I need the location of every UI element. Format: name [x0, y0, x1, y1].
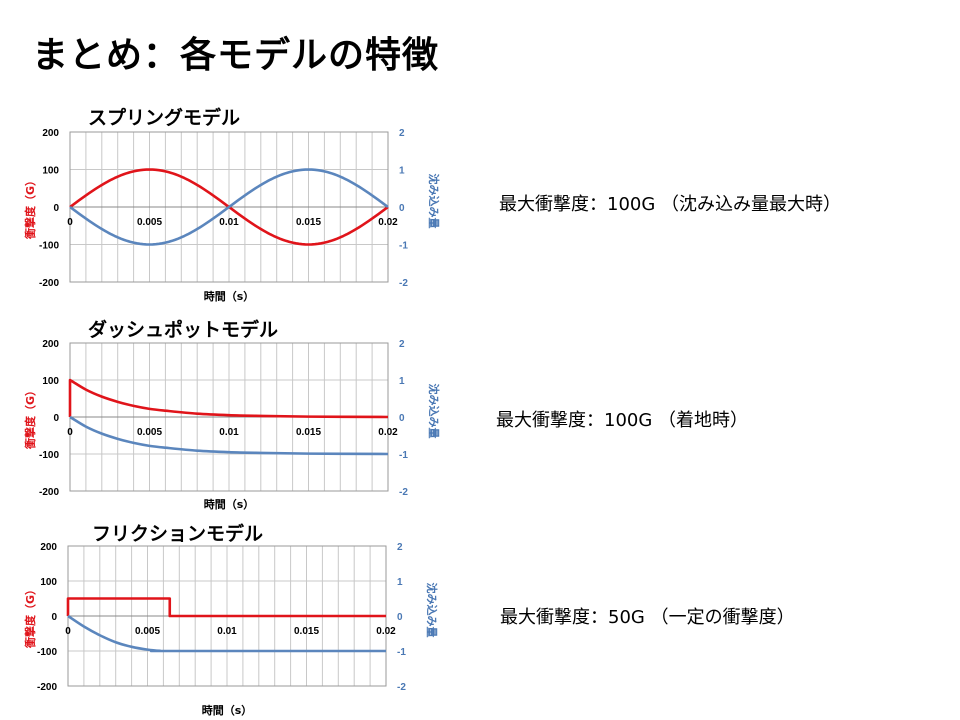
y-tick-label: 100: [42, 166, 59, 177]
y2-tick-label: 1: [397, 577, 403, 588]
y-tick-label: -200: [39, 278, 59, 289]
y2-axis-title: 沈み込み量: [425, 583, 439, 638]
y-axis-title: 衝撃度（G）: [23, 175, 37, 240]
y-tick-label: 100: [40, 577, 57, 588]
y-tick-label: 200: [40, 542, 57, 553]
y2-tick-label: -1: [397, 647, 406, 658]
y-tick-label: 200: [42, 339, 59, 350]
x-tick-label: 0.01: [217, 626, 237, 637]
y2-axis-title: 沈み込み量: [427, 174, 441, 229]
x-axis-title: 時間（s）: [204, 289, 255, 303]
chart-title-dashpot: ダッシュポットモデル: [88, 319, 279, 341]
y-tick-label: 200: [42, 128, 59, 139]
series-line-sink: [69, 168, 389, 246]
y2-axis-title: 沈み込み量: [427, 384, 441, 439]
x-axis-title: 時間（s）: [204, 497, 255, 511]
y-tick-label: -100: [37, 647, 57, 658]
y-axis-title: 衝撃度（G）: [23, 385, 37, 450]
x-tick-label: 0.02: [376, 626, 396, 637]
series-line-sink: [69, 415, 389, 456]
x-tick-label: 0: [67, 217, 73, 228]
x-tick-label: 0.005: [137, 427, 162, 438]
y-tick-label: 100: [42, 376, 59, 387]
y-tick-label: -100: [39, 450, 59, 461]
y2-tick-label: 1: [399, 376, 405, 387]
chart-title-spring: スプリングモデル: [88, 107, 241, 129]
x-axis-title: 時間（s）: [202, 703, 253, 717]
x-tick-label: 0.015: [296, 217, 321, 228]
y2-tick-label: 2: [399, 339, 405, 350]
y2-tick-label: -1: [399, 450, 408, 461]
x-tick-label: 0.02: [378, 217, 398, 228]
x-tick-label: 0: [65, 626, 71, 637]
summary-spring: 最大衝撃度：100G （沈み込み量最大時）: [499, 194, 842, 215]
series-line-impact: [66, 597, 386, 618]
y-tick-label: 0: [53, 203, 59, 214]
y2-tick-label: -2: [399, 278, 408, 289]
y-tick-label: -100: [39, 241, 59, 252]
y2-tick-label: 2: [399, 128, 405, 139]
x-tick-label: 0.01: [219, 217, 239, 228]
y2-tick-label: 2: [397, 542, 403, 553]
y2-tick-label: 0: [397, 612, 403, 623]
page-title: まとめ：各モデルの特徴: [32, 35, 440, 76]
series-line-impact: [68, 378, 389, 419]
y-tick-label: -200: [39, 487, 59, 498]
y-tick-label: 0: [53, 413, 59, 424]
x-tick-label: 0.015: [294, 626, 319, 637]
y2-tick-label: -1: [399, 241, 408, 252]
x-tick-label: 0.005: [135, 626, 160, 637]
x-tick-label: 0.02: [378, 427, 398, 438]
series-line-sink: [67, 614, 386, 653]
y-tick-label: 0: [51, 612, 57, 623]
x-tick-label: 0: [67, 427, 73, 438]
x-tick-label: 0.005: [137, 217, 162, 228]
chart-title-friction: フリクションモデル: [92, 523, 264, 545]
y2-tick-label: 1: [399, 166, 405, 177]
x-tick-label: 0.015: [296, 427, 321, 438]
y2-tick-label: -2: [397, 682, 406, 693]
summary-friction: 最大衝撃度：50G （一定の衝撃度）: [500, 607, 795, 628]
y2-tick-label: 0: [399, 413, 405, 424]
y2-tick-label: 0: [399, 203, 405, 214]
y-axis-title: 衝撃度（G）: [23, 584, 37, 649]
y2-tick-label: -2: [399, 487, 408, 498]
x-tick-label: 0.01: [219, 427, 239, 438]
summary-dashpot: 最大衝撃度：100G （着地時）: [496, 410, 749, 431]
y-tick-label: -200: [37, 682, 57, 693]
